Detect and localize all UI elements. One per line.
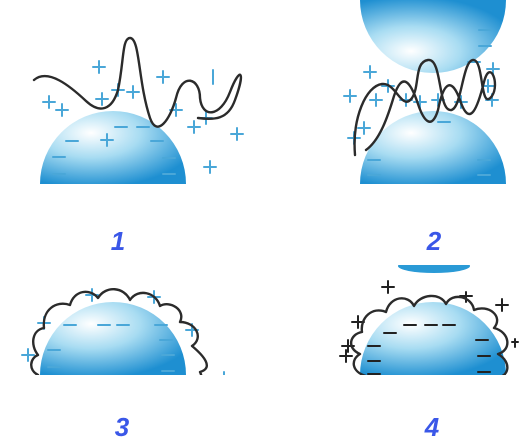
- sphere-2-bottom: [360, 111, 506, 184]
- panel-4: [340, 259, 518, 378]
- panel-label-3: 3: [115, 414, 129, 440]
- sphere-4: [360, 302, 506, 375]
- polymer-chain-1: [34, 38, 241, 127]
- panel-label-2: 2: [427, 228, 441, 254]
- panel-3: [22, 289, 230, 387]
- panel-1: [34, 38, 243, 184]
- sphere-3: [40, 302, 186, 375]
- panel-label-4: 4: [425, 414, 439, 440]
- panel-2: [344, 0, 506, 184]
- sphere-4-top: [398, 259, 470, 273]
- panel-label-1: 1: [111, 228, 125, 254]
